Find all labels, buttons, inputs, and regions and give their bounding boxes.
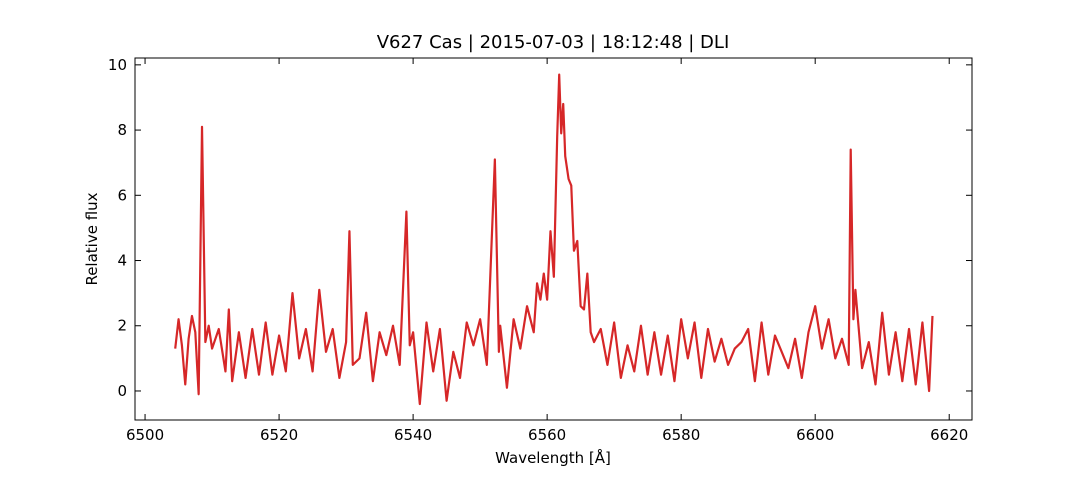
x-tick-label: 6620 [930,426,968,444]
plot-frame [134,57,973,421]
y-tick-label: 6 [117,186,127,204]
x-tick-label: 6500 [126,426,164,444]
y-tick-label: 2 [117,317,127,335]
x-tick-label: 6560 [528,426,566,444]
y-tick-label: 8 [117,121,127,139]
y-tick-label: 10 [108,56,127,74]
x-tick-label: 6540 [394,426,432,444]
y-axis-label: Relative flux [83,192,101,285]
x-tick-label: 6600 [796,426,834,444]
y-tick-label: 4 [117,252,127,270]
x-tick-label: 6520 [260,426,298,444]
x-axis-label: Wavelength [Å] [495,448,611,467]
y-tick-label: 0 [117,382,127,400]
chart-title: V627 Cas | 2015-07-03 | 18:12:48 | DLI [377,32,730,53]
x-tick-label: 6580 [662,426,700,444]
spectrum-line [174,73,934,406]
